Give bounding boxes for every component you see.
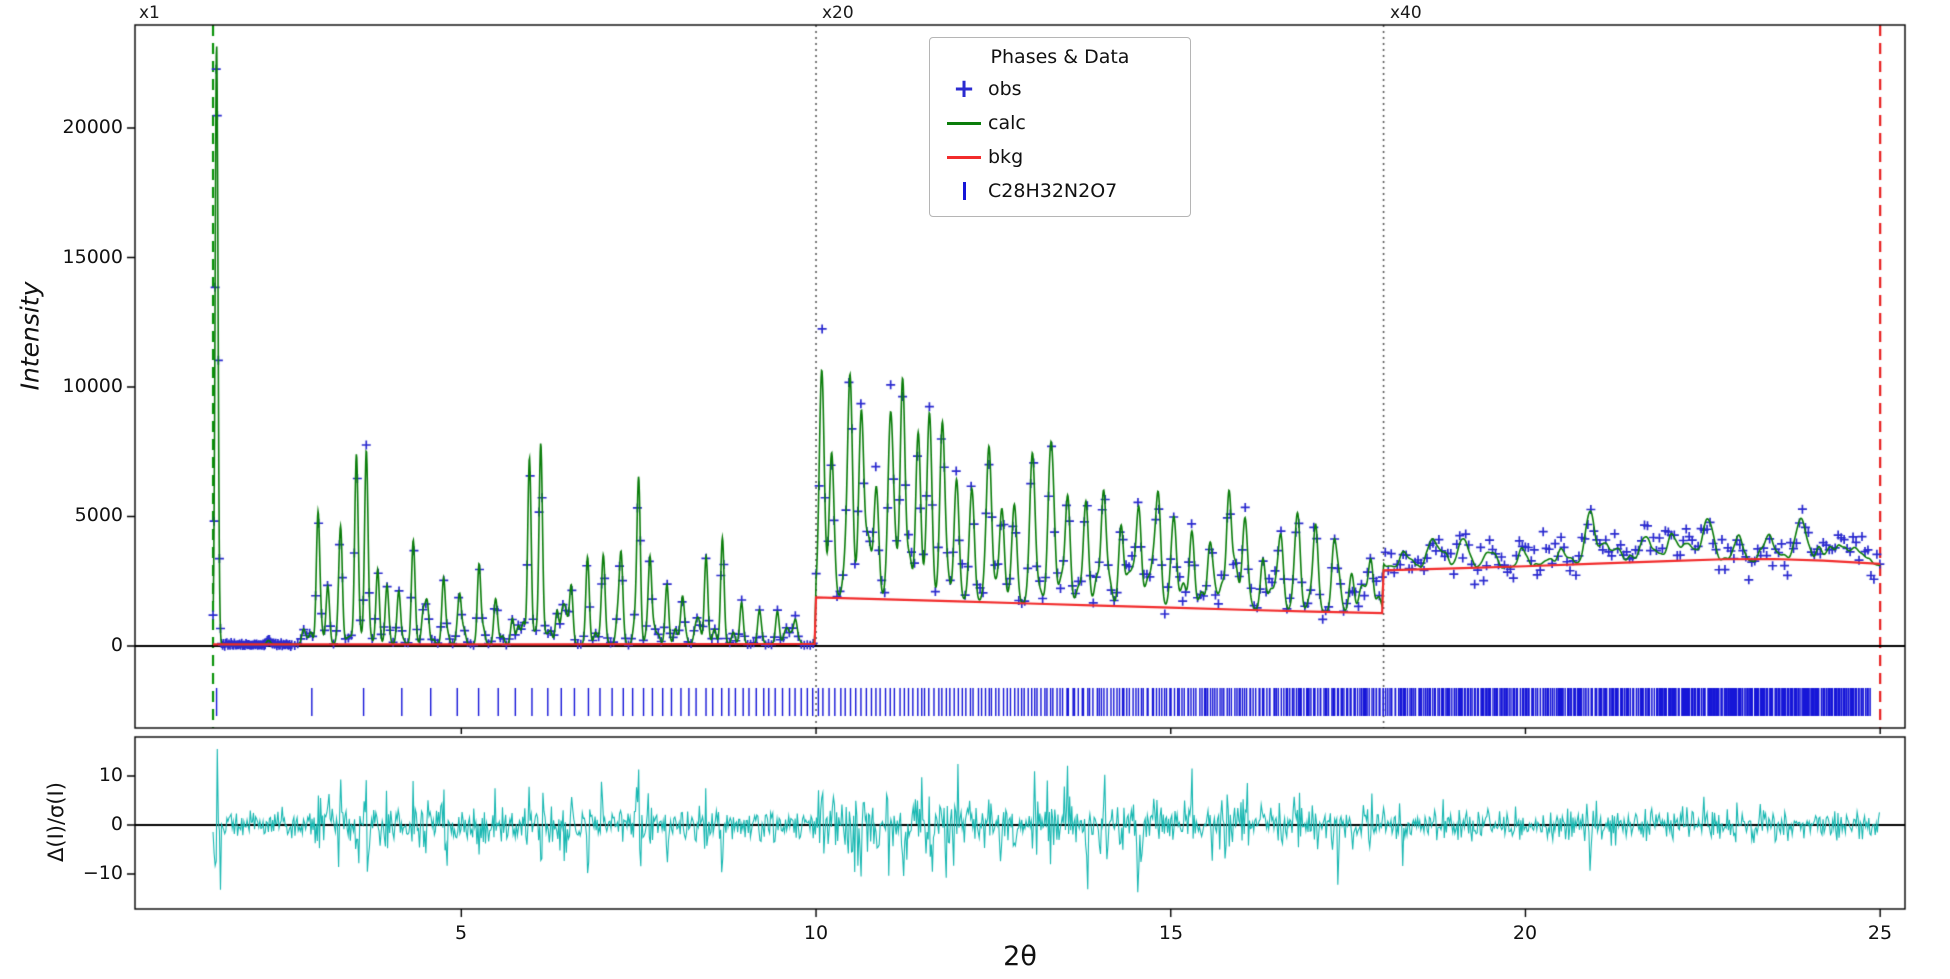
legend-title: Phases & Data (990, 46, 1130, 68)
x-tick-label: 20 (1512, 922, 1538, 944)
phase-tick-swatch-icon (962, 182, 966, 200)
scale-label-x20: x20 (822, 3, 854, 23)
intensity-tick-label: 15000 (62, 246, 123, 268)
legend-label-obs: obs (988, 78, 1022, 100)
calc-marker-cell (940, 121, 988, 125)
x-tick-label: 10 (803, 922, 829, 944)
residual-tick-label: 0 (110, 813, 123, 835)
obs-plus-marker-icon: + (953, 74, 975, 104)
x-tick-label: 5 (454, 922, 468, 944)
scale-label-x1: x1 (139, 3, 160, 23)
legend-entry-obs: + obs (940, 72, 1180, 106)
legend-label-calc: calc (988, 112, 1026, 134)
scale-label-x40: x40 (1390, 3, 1422, 23)
intensity-tick-label: 0 (110, 634, 123, 656)
residual-axis-label: Δ(I)/σ(I) (44, 782, 68, 862)
residual-tick-label: 10 (98, 764, 123, 786)
bkg-line-swatch-icon (947, 155, 981, 159)
intensity-axis-label: Intensity (15, 281, 45, 391)
intensity-tick-label: 10000 (62, 375, 123, 397)
legend-entry-phase: C28H32N2O7 (940, 174, 1180, 208)
legend-entry-calc: calc (940, 106, 1180, 140)
residual-tick-label: −10 (82, 862, 123, 884)
intensity-tick-label: 5000 (74, 504, 123, 526)
calc-line-swatch-icon (947, 121, 981, 125)
bkg-marker-cell (940, 155, 988, 159)
phase-marker-cell (940, 182, 988, 200)
legend-label-bkg: bkg (988, 146, 1024, 168)
two-theta-axis-label: 2θ (1003, 941, 1037, 972)
x-tick-label: 25 (1867, 922, 1893, 944)
intensity-tick-label: 20000 (62, 116, 123, 138)
legend: Phases & Data + obs calc bkg C28H32N2O7 (929, 37, 1191, 217)
legend-label-phase: C28H32N2O7 (988, 180, 1118, 202)
x-tick-label: 15 (1158, 922, 1184, 944)
legend-entry-bkg: bkg (940, 140, 1180, 174)
obs-marker-cell: + (940, 74, 988, 104)
